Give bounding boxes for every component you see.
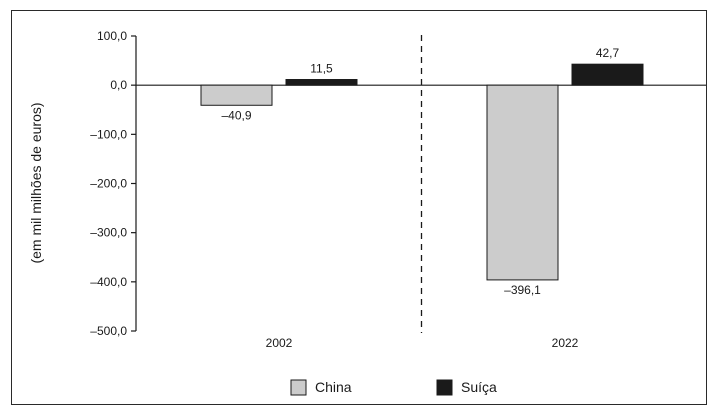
bar-chart: (em mil milhões de euros) 100,0 0,0 –100,0… [28, 29, 706, 396]
legend: China Suíça [290, 379, 497, 396]
y-axis-title: (em mil milhões de euros) [28, 102, 44, 263]
legend-label: China [315, 379, 352, 395]
y-tick-label: –300,0 [90, 226, 127, 240]
y-tick-label: –200,0 [90, 177, 127, 191]
legend-swatch-china [290, 379, 307, 396]
bar-su-a-2022 [571, 63, 644, 86]
axis-layer: 100,0 0,0 –100,0 –200,0 –300,0 –400,0 –500,0 20… [90, 29, 706, 350]
bar-layer [200, 63, 644, 281]
legend-label: Suíça [461, 379, 497, 395]
y-tick-label: –400,0 [90, 275, 127, 289]
label-layer: –40,9 11,5 –396,1 42,7 [221, 46, 619, 297]
bar-china-2022 [486, 84, 559, 281]
y-tick-label: 100,0 [97, 29, 127, 43]
data-label: 42,7 [596, 46, 620, 60]
data-label: –40,9 [221, 108, 251, 122]
chart-frame: (em mil milhões de euros) 100,0 0,0 –100,0… [11, 10, 707, 405]
legend-swatch-su-a [436, 379, 453, 396]
y-tick-label: –100,0 [90, 127, 127, 141]
data-label: –396,1 [504, 283, 541, 297]
x-category-label: 2002 [266, 336, 293, 350]
y-tick-label: –500,0 [90, 324, 127, 338]
bar-china-2002 [200, 84, 273, 106]
y-tick-label: 0,0 [110, 78, 127, 92]
bar-su-a-2002 [285, 79, 358, 86]
data-label: 11,5 [310, 62, 333, 76]
x-category-label: 2022 [552, 336, 579, 350]
